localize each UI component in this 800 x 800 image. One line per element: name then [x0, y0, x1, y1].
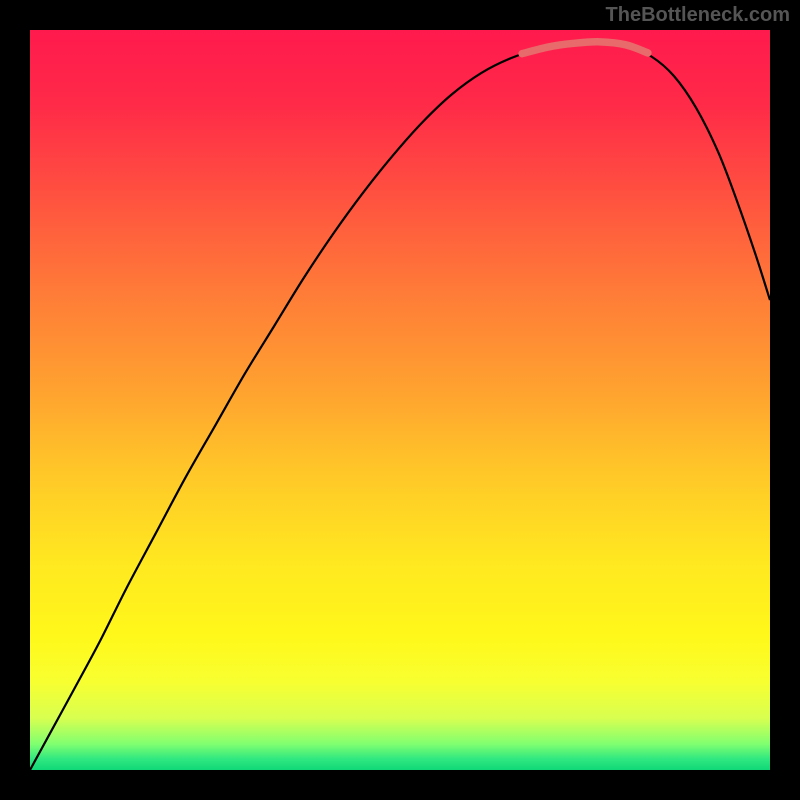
watermark-text: TheBottleneck.com	[606, 4, 790, 27]
curve-layer	[30, 30, 770, 770]
plot-area	[30, 30, 770, 770]
optimal-range-highlight	[522, 42, 648, 54]
bottleneck-curve	[30, 42, 770, 770]
